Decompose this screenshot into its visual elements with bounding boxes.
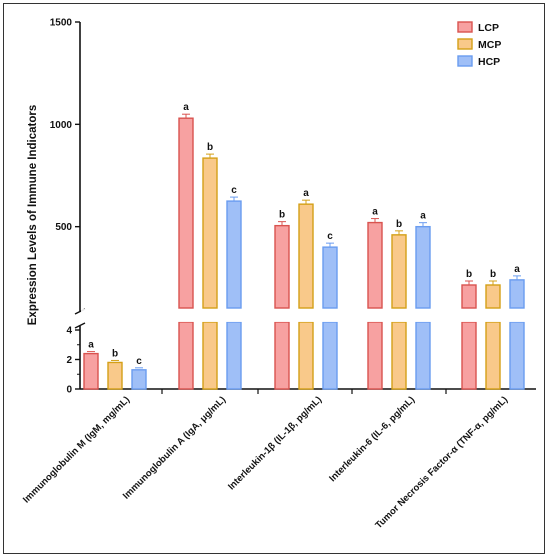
bar-hcp [226, 200, 242, 309]
significance-letter: a [420, 211, 426, 222]
significance-letter: b [112, 348, 118, 359]
bar-lcp [367, 221, 383, 309]
bar-hcp-lower [322, 321, 338, 390]
y-tick-label-lower: 2 [66, 355, 72, 366]
bar-mcp [485, 284, 501, 309]
axis-break-mark [74, 322, 86, 329]
bar-mcp-lower [298, 321, 314, 390]
significance-letter: a [88, 340, 94, 351]
category-label: Interleukin-6 (IL-6, pg/mL) [327, 394, 417, 484]
legend-swatch-mcp [457, 38, 473, 50]
bar-lcp-lower [461, 321, 477, 390]
category-label: Immunoglobulin A (IgA, μg/mL) [121, 394, 228, 501]
category-label: Interleukin-1β (IL-1β, pg/mL) [226, 394, 324, 492]
bar-lcp [461, 284, 477, 309]
legend-swatch-hcp [457, 55, 473, 67]
legend: LCP MCP HCP [457, 21, 501, 68]
bar-hcp [131, 369, 147, 390]
bar-mcp [298, 203, 314, 309]
significance-letter: b [279, 210, 285, 221]
bar-hcp [322, 246, 338, 309]
bars-layer [81, 113, 536, 390]
bar-mcp [202, 157, 218, 309]
legend-label-hcp: HCP [478, 56, 500, 68]
bar-hcp [415, 225, 431, 309]
bar-mcp [391, 234, 407, 309]
significance-letter: c [231, 185, 237, 196]
bar-lcp-lower [178, 321, 194, 390]
y-tick-label-upper: 500 [55, 222, 72, 233]
legend-label-lcp: LCP [478, 22, 499, 34]
bar-mcp [107, 361, 123, 390]
significance-letter: a [303, 188, 309, 199]
significance-letter: c [327, 231, 333, 242]
significance-letter: b [490, 269, 496, 280]
category-label: Immunoglobulin M (IgM, mg/mL) [21, 394, 132, 505]
bar-lcp [274, 224, 290, 309]
bar-hcp-lower [509, 321, 525, 390]
bar-mcp-lower [391, 321, 407, 390]
bar-lcp [178, 117, 194, 309]
bar-mcp-lower [485, 321, 501, 390]
bar-mcp-lower [202, 321, 218, 390]
bar-hcp [509, 279, 525, 309]
bar-hcp-lower [226, 321, 242, 390]
significance-letter: a [514, 264, 520, 275]
legend-swatch-lcp [457, 21, 473, 33]
significance-letter: b [466, 269, 472, 280]
bar-lcp-lower [367, 321, 383, 390]
significance-letter: c [136, 356, 142, 367]
y-tick-label-lower: 4 [66, 326, 72, 337]
significance-letter: a [183, 102, 189, 113]
significance-letter: a [372, 207, 378, 218]
y-tick-label-upper: 1500 [50, 18, 73, 29]
bar-lcp [83, 352, 99, 390]
significance-letter: b [207, 142, 213, 153]
significance-letter: b [396, 219, 402, 230]
figure-frame [3, 3, 545, 554]
axis-break-band [81, 309, 536, 322]
legend-label-mcp: MCP [478, 39, 501, 51]
bar-hcp-lower [415, 321, 431, 390]
y-tick-label-lower: 0 [66, 385, 72, 396]
bar-lcp-lower [274, 321, 290, 390]
y-tick-label-upper: 1000 [50, 120, 73, 131]
y-axis-label: Expression Levels of Immune Indicators [27, 105, 39, 325]
